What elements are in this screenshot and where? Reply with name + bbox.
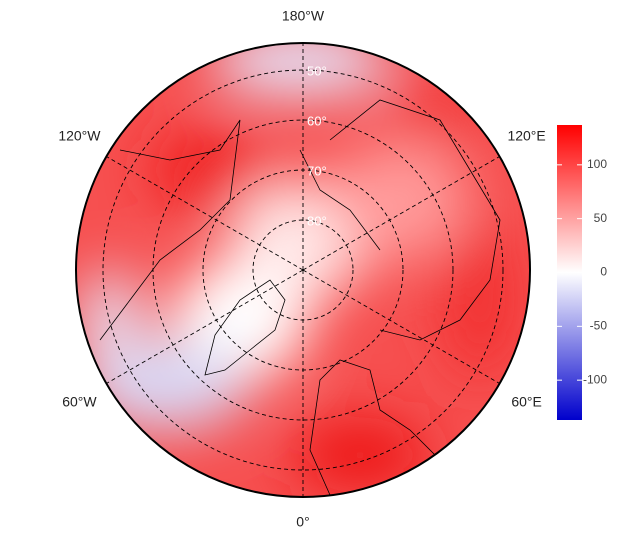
field: [76, 43, 530, 497]
colorbar-tick-label: -50: [590, 319, 608, 333]
latitude-circle: [152, 119, 454, 421]
graticule: [102, 43, 504, 497]
meridian: [106, 156, 304, 271]
longitude-label: 0°: [296, 514, 309, 530]
meridian: [106, 269, 304, 384]
longitude-label: 120°E: [507, 128, 545, 144]
latitude-label: 70°: [307, 163, 327, 178]
colorbar-tick-label: 50: [594, 211, 608, 225]
latitude-circle: [102, 69, 504, 471]
latitude-label: 50°: [307, 63, 327, 78]
longitude-label: 180°W: [282, 8, 325, 24]
colorbar-tick-label: 100: [587, 157, 607, 171]
colorbar-tick-label: -100: [583, 372, 607, 386]
longitude-label: 60°W: [62, 394, 97, 410]
longitude-label: 120°W: [58, 128, 101, 144]
coastlines: [99, 99, 501, 496]
meridian: [302, 269, 500, 384]
meridian: [302, 156, 500, 271]
colorbar-tick-label: 0: [600, 265, 607, 279]
map-border: [75, 42, 531, 498]
latitude-label: 80°: [307, 213, 327, 228]
latitude-label: 60°: [307, 113, 327, 128]
longitude-label: 60°E: [511, 394, 542, 410]
